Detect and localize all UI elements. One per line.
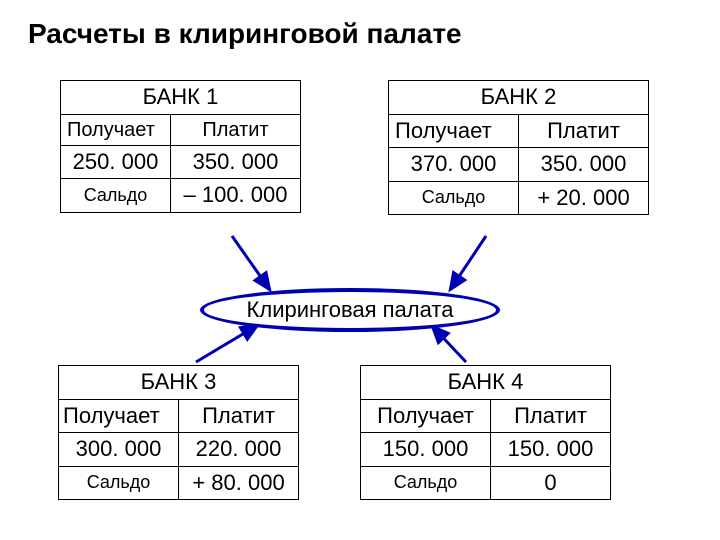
page-title: Расчеты в клиринговой палате <box>28 18 462 50</box>
bank4-balance-value: 0 <box>491 466 611 500</box>
bank2-pays-value: 350. 000 <box>519 148 649 182</box>
bank4-name: БАНК 4 <box>361 366 611 400</box>
bank3-name: БАНК 3 <box>59 366 299 400</box>
bank3-receives-label: Получает <box>59 399 179 433</box>
bank4-balance-label: Сальдо <box>361 466 491 500</box>
bank3-balance-label: Сальдо <box>59 466 179 500</box>
bank1-name: БАНК 1 <box>61 81 301 115</box>
bank4-pays-value: 150. 000 <box>491 433 611 467</box>
bank2-pays-label: Платит <box>519 114 649 148</box>
bank1-balance-label: Сальдо <box>61 179 171 213</box>
bank2-receives-label: Получает <box>389 114 519 148</box>
bank1-receives-label: Получает <box>61 114 171 145</box>
arrow-bank2 <box>450 236 486 290</box>
bank1-receives-value: 250. 000 <box>61 145 171 179</box>
bank1-table: БАНК 1 Получает Платит 250. 000 350. 000… <box>60 80 301 213</box>
clearing-house: Клиринговая палата <box>200 288 500 332</box>
bank4-table: БАНК 4 Получает Платит 150. 000 150. 000… <box>360 365 611 500</box>
bank3-pays-label: Платит <box>179 399 299 433</box>
bank3-pays-value: 220. 000 <box>179 433 299 467</box>
bank1-balance-value: – 100. 000 <box>171 179 301 213</box>
arrow-bank3 <box>196 325 258 362</box>
arrow-bank1 <box>232 236 270 290</box>
bank4-receives-label: Получает <box>361 399 491 433</box>
clearing-house-label: Клиринговая палата <box>247 297 454 323</box>
bank3-balance-value: + 80. 000 <box>179 466 299 500</box>
bank2-table: БАНК 2 Получает Платит 370. 000 350. 000… <box>388 80 649 215</box>
bank2-balance-label: Сальдо <box>389 181 519 215</box>
bank4-pays-label: Платит <box>491 399 611 433</box>
bank3-receives-value: 300. 000 <box>59 433 179 467</box>
bank3-table: БАНК 3 Получает Платит 300. 000 220. 000… <box>58 365 299 500</box>
bank2-name: БАНК 2 <box>389 81 649 115</box>
bank1-pays-value: 350. 000 <box>171 145 301 179</box>
bank2-receives-value: 370. 000 <box>389 148 519 182</box>
bank2-balance-value: + 20. 000 <box>519 181 649 215</box>
arrow-bank4 <box>432 326 466 362</box>
bank1-pays-label: Платит <box>171 114 301 145</box>
bank4-receives-value: 150. 000 <box>361 433 491 467</box>
